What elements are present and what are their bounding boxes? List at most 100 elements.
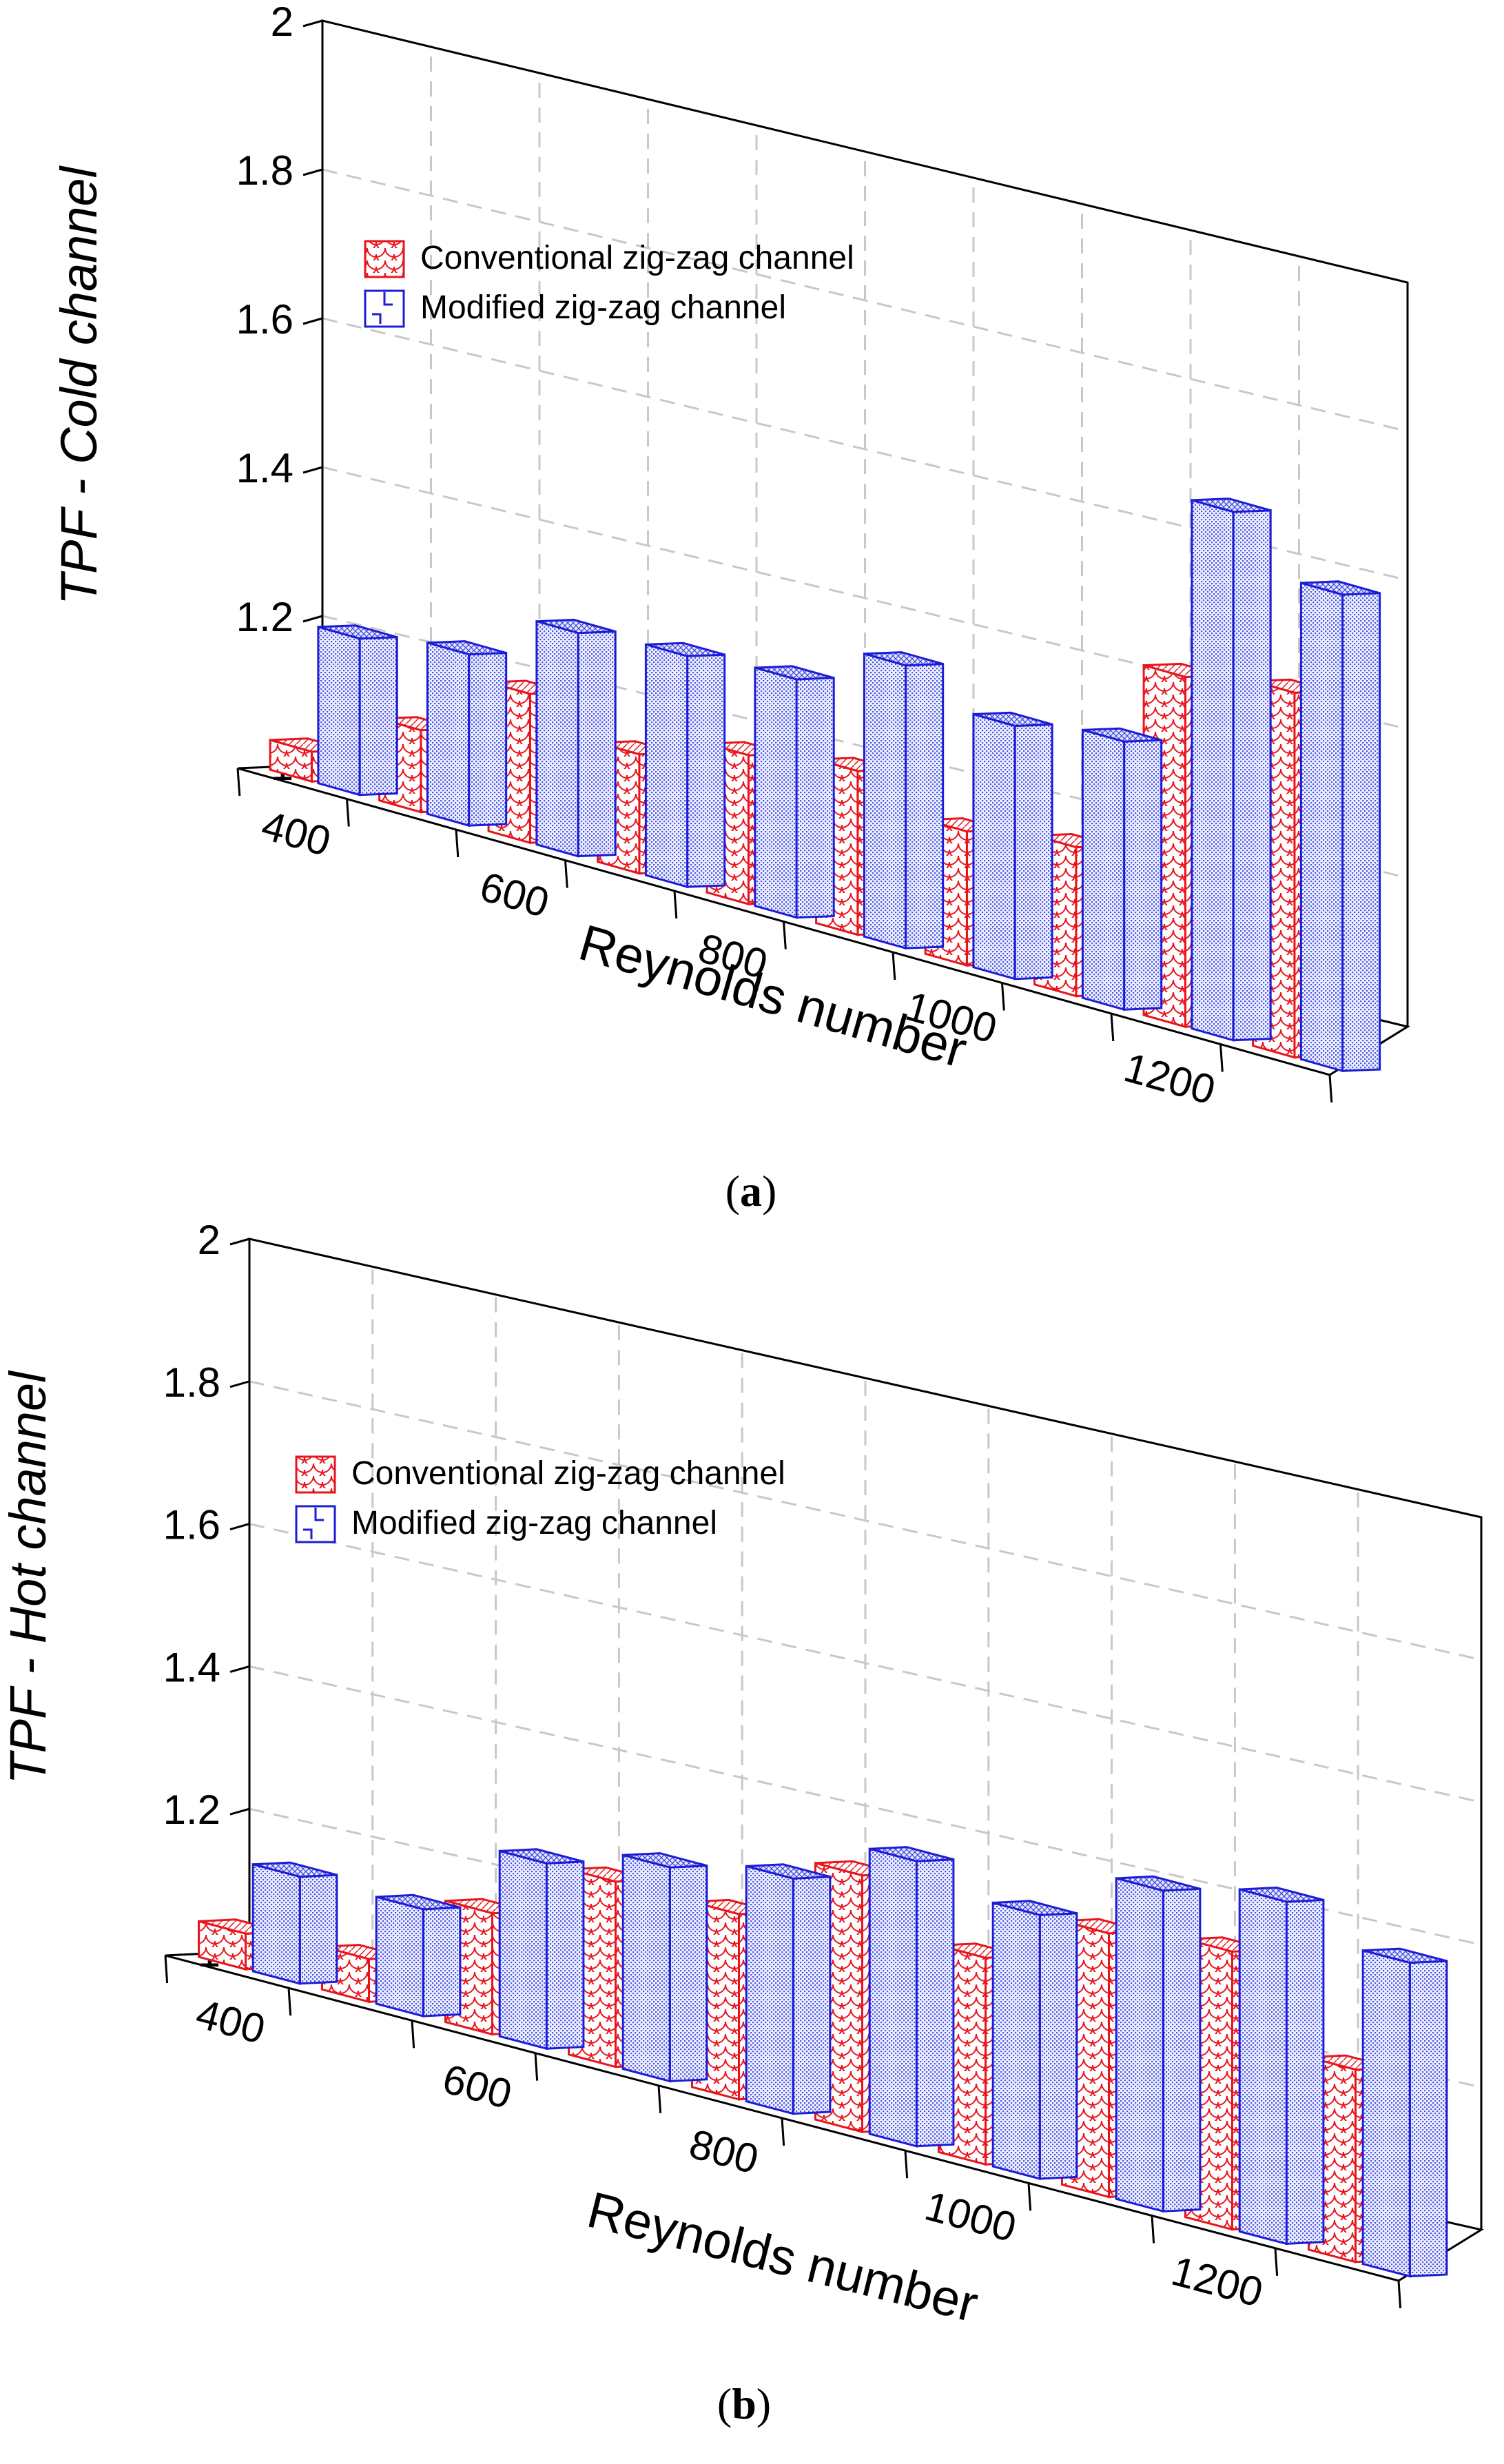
x-tick-mark — [781, 2117, 785, 2146]
x-tick-label: 1200 — [1167, 2248, 1268, 2316]
bar-side-face — [905, 663, 945, 949]
y-tick-mark — [229, 1380, 250, 1388]
bar-side-face — [358, 636, 398, 797]
bar-front-face — [1115, 1877, 1164, 2213]
bar-modified — [972, 711, 1053, 981]
x-tick-mark — [455, 829, 460, 858]
bar-front-face — [375, 1896, 424, 2018]
x-tick-mark — [1397, 2280, 1402, 2309]
bar-front-face — [621, 1854, 671, 2083]
bar-front-face — [317, 625, 361, 797]
bar-modified — [426, 640, 508, 828]
bar-modified — [251, 1861, 338, 1985]
x-tick-mark — [164, 1955, 169, 1984]
x-tick-label: 1200 — [1119, 1044, 1220, 1113]
y-tick-label: 1.2 — [236, 594, 293, 640]
legend-label: Modified zig-zag channel — [351, 1505, 717, 1541]
legend-label: Conventional zig-zag channel — [420, 240, 854, 276]
x-tick-mark — [892, 952, 896, 981]
bar-modified — [621, 1852, 708, 2083]
x-tick-mark — [1110, 1013, 1115, 1042]
bar-side-face — [1038, 1912, 1078, 2180]
y-tick-label: 1.2 — [163, 1787, 220, 1833]
y-axis-title: TPF - Hot channel — [0, 1370, 56, 1785]
bar-front-face — [251, 1862, 301, 1985]
legend-swatch-modified — [364, 289, 405, 328]
y-tick-label: 1.4 — [236, 445, 293, 491]
bar-front-face — [269, 739, 313, 783]
x-tick-mark — [1001, 983, 1005, 1011]
x-tick-mark — [1151, 2215, 1155, 2244]
bar-front-face — [863, 652, 907, 950]
bar-modified — [863, 651, 945, 950]
bar-side-face — [668, 1865, 708, 2082]
x-tick-label: 1000 — [920, 2183, 1021, 2251]
y-tick-label: 1.4 — [163, 1644, 220, 1690]
bar-front-face — [426, 641, 471, 828]
y-tick-mark — [229, 1665, 250, 1673]
bar-side-face — [1408, 1960, 1448, 2278]
y-tick-mark — [302, 615, 323, 623]
x-tick-mark — [1027, 2183, 1032, 2211]
bar-side-face — [1285, 1898, 1325, 2245]
bar-modified — [1191, 497, 1272, 1042]
y-tick-label: 1.8 — [236, 147, 293, 194]
bar-modified — [644, 641, 726, 889]
x-tick-mark — [534, 2053, 539, 2081]
bar-side-face — [915, 1858, 955, 2148]
bar-front-face — [745, 1865, 794, 2115]
bar-modified — [375, 1893, 462, 2018]
bar-front-face — [1299, 582, 1344, 1073]
bar-side-face — [545, 1860, 585, 2050]
y-tick-label: 1.6 — [163, 1502, 220, 1548]
bar-modified — [1361, 1947, 1448, 2278]
x-tick-mark — [1274, 2248, 1279, 2276]
panel-letter: b — [732, 2379, 756, 2428]
bar-front-face — [868, 1847, 918, 2148]
y-tick-label: 2 — [271, 0, 293, 45]
panel-caption: (b) — [717, 2379, 771, 2428]
x-tick-mark — [673, 890, 678, 919]
grid-line-h — [249, 1380, 1482, 1661]
legend: Conventional zig-zag channel Modified zig… — [364, 240, 854, 328]
x-axis-title: Reynolds number — [582, 2181, 984, 2333]
bar-front-face — [1238, 1888, 1288, 2246]
x-tick-label: 600 — [438, 2055, 517, 2117]
y-tick-label: 1.8 — [163, 1359, 220, 1406]
bar-front-face — [991, 1901, 1041, 2180]
bar-side-face — [577, 630, 617, 858]
legend-swatch-modified — [295, 1505, 336, 1543]
x-tick-mark — [904, 2150, 909, 2179]
bar-front-face — [972, 712, 1016, 981]
bar-modified — [317, 624, 398, 797]
panel-caption: (a) — [725, 1167, 777, 1215]
bar-front-face — [1361, 1949, 1411, 2278]
bar-side-face — [792, 1876, 832, 2115]
bar-side-face — [422, 1906, 462, 2018]
x-tick-mark — [1328, 1074, 1333, 1103]
x-tick-label: 400 — [257, 802, 336, 865]
bar-modified — [868, 1846, 955, 2148]
y-tick-label: 1.6 — [236, 296, 293, 342]
bar-front-face — [535, 619, 579, 858]
x-tick-mark — [236, 768, 241, 797]
y-tick-mark — [302, 168, 323, 176]
x-tick-mark — [287, 1988, 292, 2016]
y-tick-label: 2 — [198, 1217, 220, 1263]
bar-front-face — [754, 666, 798, 919]
x-tick-label: 600 — [475, 863, 555, 927]
y-tick-mark — [229, 1238, 250, 1246]
y-tick-mark — [229, 1807, 250, 1816]
y-tick-mark — [302, 19, 323, 28]
bar-modified — [745, 1863, 832, 2115]
y-tick-mark — [302, 466, 323, 474]
back-wall-frame — [321, 19, 1409, 1027]
bar-side-face — [686, 653, 726, 888]
bar-side-face — [1341, 592, 1381, 1072]
bar-front-face — [644, 643, 689, 889]
x-tick-label: 800 — [685, 2120, 763, 2182]
y-axis-title: TPF - Cold channel — [50, 165, 107, 605]
